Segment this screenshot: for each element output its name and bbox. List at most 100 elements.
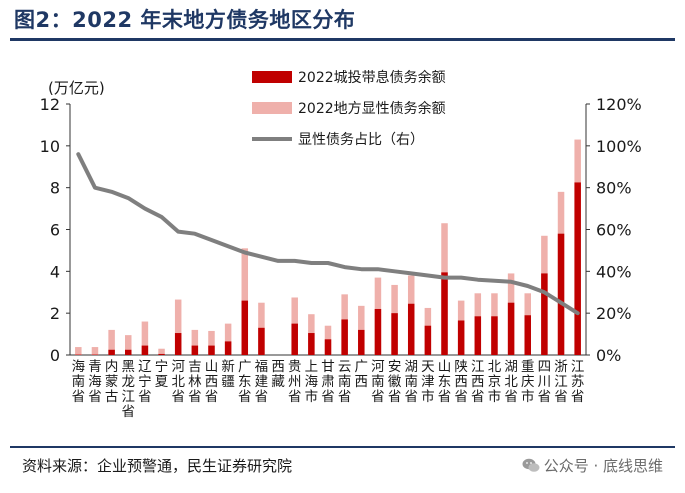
watermark-text: 公众号 · 底线思维 <box>543 457 663 475</box>
x-tick-label-char: 省 <box>571 389 585 405</box>
wechat-icon <box>522 458 540 472</box>
x-tick-label-char: 疆 <box>221 374 235 390</box>
x-tick-label-char: 省 <box>388 389 402 405</box>
x-tick-label-char: 湖 <box>404 359 418 375</box>
x-tick-label-char: 吉 <box>188 359 202 375</box>
x-tick-label-char: 省 <box>122 404 136 420</box>
bar-city-debt <box>108 349 115 355</box>
bar-explicit-debt <box>208 330 215 355</box>
legend-label-explicit: 2022地方显性债务余额 <box>298 100 446 117</box>
x-tick-label-char: 省 <box>538 389 552 405</box>
bar-city-debt <box>174 333 182 355</box>
bar-city-debt <box>441 272 448 355</box>
title-rule <box>10 38 675 41</box>
ratio-line <box>76 152 580 316</box>
x-tick-label-char: 南 <box>404 374 418 390</box>
bar-city-debt <box>391 313 398 355</box>
bar-city-debt <box>341 319 348 355</box>
x-tick-label-char: 夏 <box>155 374 169 390</box>
x-tick-label-char: 江 <box>471 359 485 375</box>
y2-tick-label: 0% <box>596 346 621 365</box>
x-tick-label-char: 省 <box>138 389 152 405</box>
x-tick-label-char: 云 <box>338 359 352 375</box>
x-tick-label-char: 省 <box>338 389 352 405</box>
y-tick-label: 6 <box>50 221 60 240</box>
bar-city-debt <box>308 333 315 355</box>
bar-city-debt <box>191 345 199 355</box>
legend-label-ratio: 显性债务占比（右） <box>298 132 424 148</box>
y2-tick-label: 120% <box>596 95 642 114</box>
bar-explicit-debt <box>174 299 182 355</box>
x-tick-label-char: 贵 <box>288 359 302 375</box>
bar-city-debt <box>424 325 432 355</box>
y-tick-label: 2 <box>50 304 60 323</box>
x-tick-label-char: 浙 <box>554 359 568 375</box>
bar-city-debt <box>407 303 415 355</box>
y-axis-unit: (万亿元) <box>48 79 105 97</box>
legend-swatch-city <box>252 71 292 83</box>
bar-city-debt <box>491 316 498 355</box>
x-tick-label-char: 龙 <box>122 374 136 390</box>
y-tick-label: 0 <box>50 346 60 365</box>
x-tick-label-char: 广 <box>238 359 252 375</box>
x-tick-label-char: 上 <box>305 359 319 375</box>
x-tick-label-char: 西 <box>355 374 369 390</box>
x-tick-label-char: 苏 <box>571 374 585 390</box>
chart-title: 图2：2022 年末地方债务地区分布 <box>14 8 356 32</box>
y2-tick-label: 80% <box>596 179 632 198</box>
x-tick-label-char: 海 <box>88 374 102 390</box>
bar-explicit-debt <box>141 321 149 355</box>
bar-city-debt <box>158 353 165 355</box>
x-tick-label-char: 新 <box>221 359 235 375</box>
y-tick-label: 12 <box>40 95 60 114</box>
x-tick-label-char: 肃 <box>321 374 335 390</box>
x-tick-label-char: 省 <box>255 389 269 405</box>
bar-city-debt <box>457 320 465 355</box>
bar-city-debt <box>507 302 515 355</box>
bar-city-debt <box>324 339 332 355</box>
bar-explicit-debt <box>108 329 115 355</box>
y-tick-label: 10 <box>40 137 60 156</box>
x-tick-label-char: 徽 <box>388 374 402 390</box>
y2-tick-label: 60% <box>596 221 632 240</box>
x-tick-label-char: 省 <box>404 389 418 405</box>
x-tick-label-char: 西 <box>454 374 468 390</box>
x-tick-label-char: 省 <box>471 389 485 405</box>
x-tick-label-char: 古 <box>105 389 119 405</box>
x-tick-label-char: 省 <box>171 389 185 405</box>
x-tick-label-char: 市 <box>521 388 535 405</box>
x-tick-label-char: 省 <box>371 389 385 405</box>
x-tick-label-char: 州 <box>288 374 302 390</box>
bar-city-debt <box>241 300 249 355</box>
x-tick-label-char: 江 <box>122 389 136 405</box>
y-tick-label: 4 <box>50 262 60 281</box>
x-tick-label-char: 山 <box>205 359 219 375</box>
x-tick-label-char: 庆 <box>521 374 535 390</box>
x-tick-label-char: 省 <box>72 389 86 405</box>
legend-swatch-explicit <box>252 102 292 114</box>
x-tick-label-char: 北 <box>171 374 185 390</box>
bar-city-debt <box>224 341 232 355</box>
x-tick-label-char: 河 <box>371 359 385 375</box>
bar-explicit-debt <box>158 348 165 355</box>
x-tick-label-char: 西 <box>205 374 219 390</box>
bar-city-debt <box>358 329 365 355</box>
y2-tick-label: 20% <box>596 304 632 323</box>
x-tick-label-char: 海 <box>305 374 319 390</box>
x-tick-label-char: 省 <box>205 389 219 405</box>
x-tick-label-char: 省 <box>288 389 302 405</box>
x-tick-label-char: 省 <box>454 389 468 405</box>
x-tick-label-char: 京 <box>488 374 502 390</box>
x-tick-label-char: 北 <box>488 359 502 375</box>
x-tick-label-char: 青 <box>88 359 102 375</box>
x-tick-label-char: 藏 <box>271 374 285 390</box>
x-tick-label-char: 宁 <box>138 373 152 390</box>
x-tick-label-char: 河 <box>171 359 185 375</box>
x-tick-label-char: 省 <box>238 389 252 405</box>
x-tick-label-char: 南 <box>338 374 352 390</box>
y2-tick-label: 40% <box>596 262 632 281</box>
x-tick-label-char: 东 <box>238 374 252 390</box>
x-tick-label-char: 辽 <box>138 359 152 375</box>
x-tick-label-char: 天 <box>421 359 435 375</box>
x-tick-label-char: 四 <box>538 359 552 375</box>
